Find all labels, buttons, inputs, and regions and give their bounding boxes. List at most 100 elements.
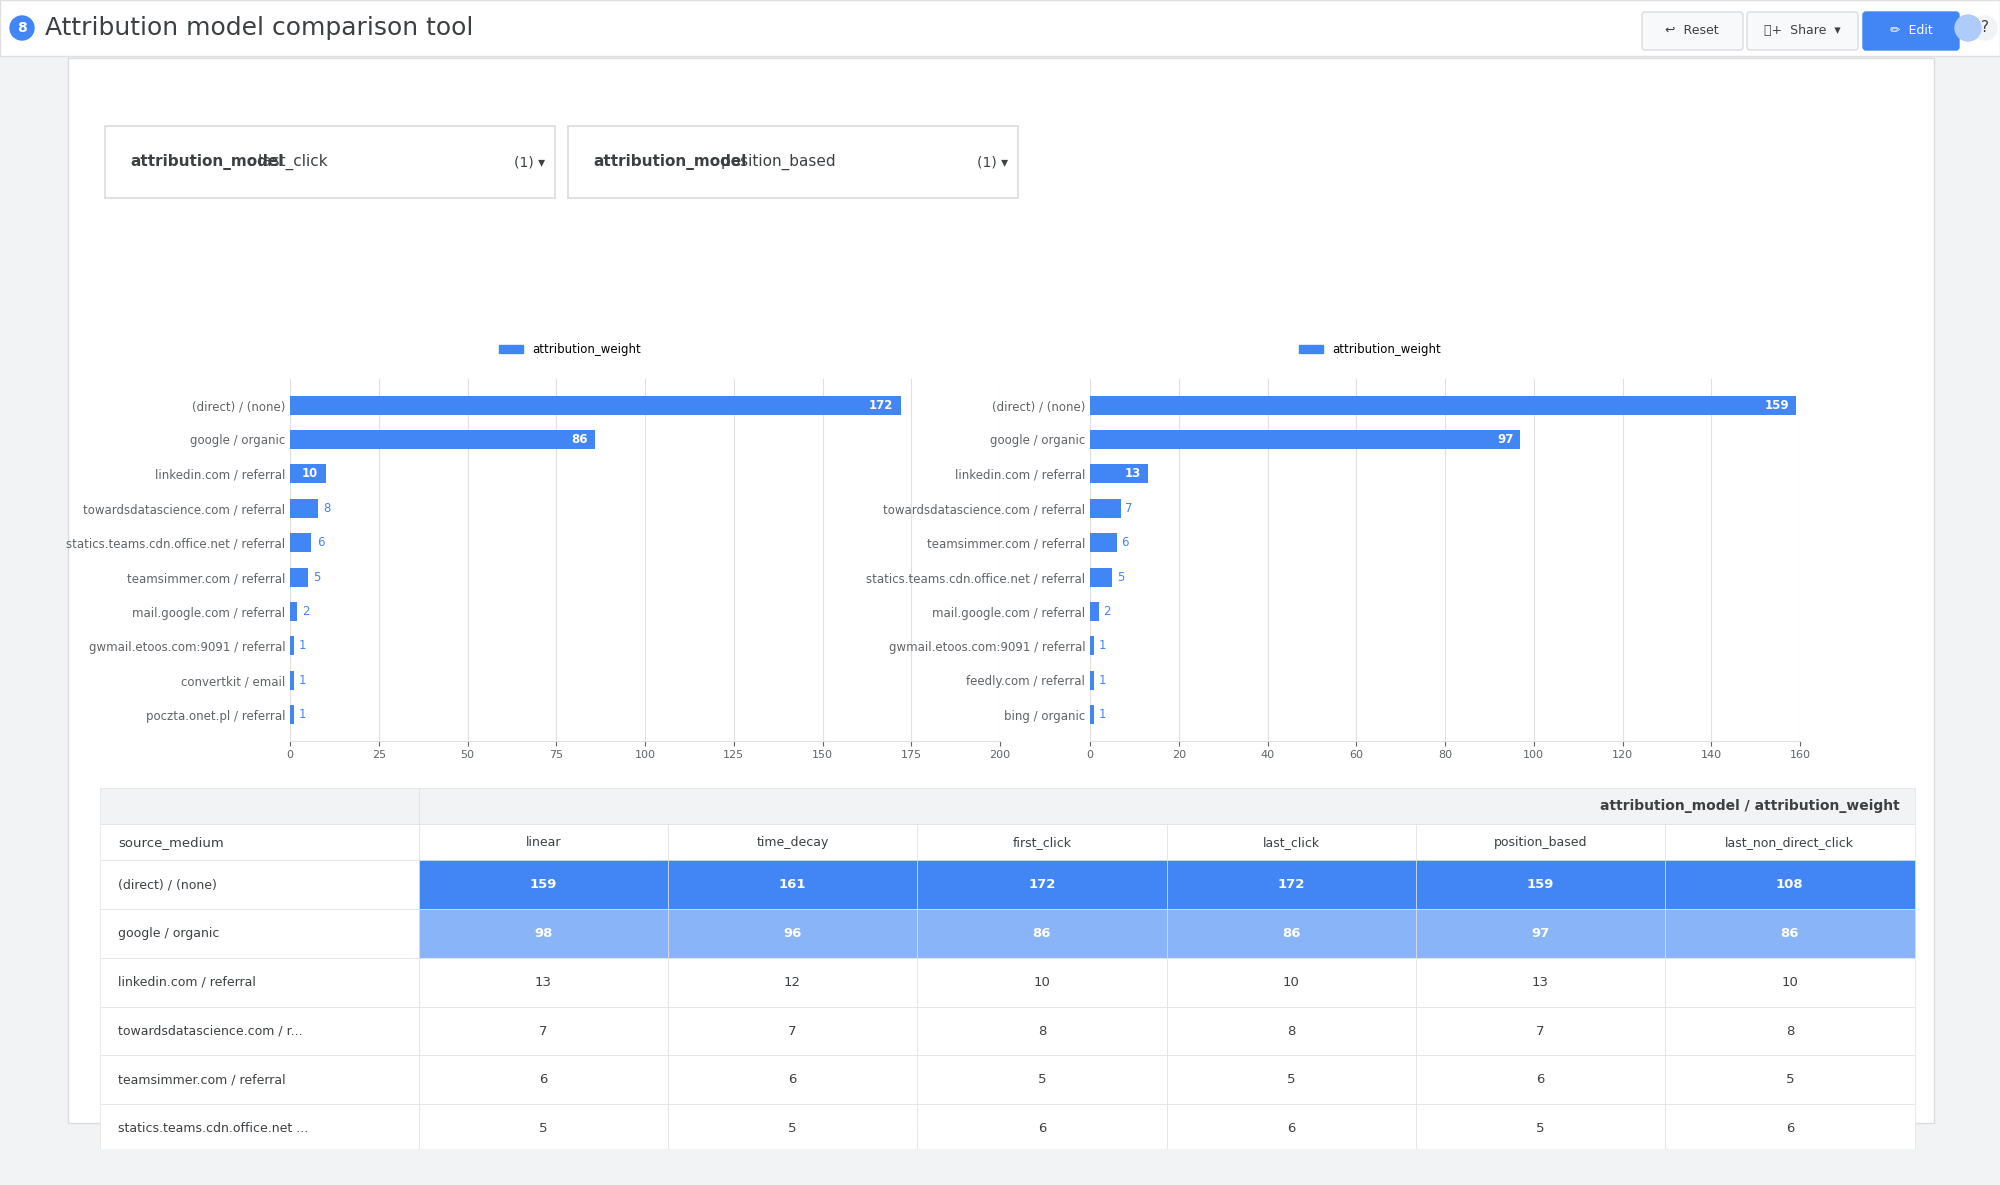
Bar	[290, 396, 900, 415]
FancyBboxPatch shape	[1748, 12, 1858, 50]
FancyBboxPatch shape	[1166, 1104, 1416, 1153]
Text: 2: 2	[302, 606, 310, 619]
Text: 8: 8	[18, 21, 26, 36]
FancyBboxPatch shape	[100, 1007, 418, 1056]
Text: linear: linear	[526, 835, 560, 848]
Text: 98: 98	[534, 927, 552, 940]
FancyBboxPatch shape	[568, 126, 1018, 198]
FancyBboxPatch shape	[918, 1104, 1166, 1153]
Bar	[290, 705, 294, 724]
Text: 12: 12	[784, 975, 802, 988]
FancyBboxPatch shape	[1666, 1104, 1914, 1153]
Text: 10: 10	[302, 467, 318, 480]
Text: 7: 7	[1126, 501, 1132, 514]
Text: 1: 1	[1098, 640, 1106, 653]
FancyBboxPatch shape	[418, 957, 668, 1007]
Text: 6: 6	[1288, 1122, 1296, 1135]
Text: 86: 86	[572, 433, 588, 446]
FancyBboxPatch shape	[418, 860, 668, 909]
Circle shape	[1972, 17, 1996, 40]
Text: 1: 1	[298, 674, 306, 687]
Bar	[1090, 671, 1094, 690]
Bar	[1090, 499, 1122, 518]
Text: last_click: last_click	[1262, 835, 1320, 848]
Text: attribution_model / attribution_weight: attribution_model / attribution_weight	[1600, 799, 1900, 813]
FancyBboxPatch shape	[1666, 909, 1914, 957]
Text: google / organic: google / organic	[118, 927, 220, 940]
Bar	[290, 602, 298, 621]
FancyBboxPatch shape	[100, 909, 418, 957]
Bar	[1090, 636, 1094, 655]
Text: 159: 159	[1764, 398, 1788, 411]
Text: 1: 1	[1098, 674, 1106, 687]
FancyBboxPatch shape	[418, 1007, 668, 1056]
Text: 97: 97	[1532, 927, 1550, 940]
FancyBboxPatch shape	[418, 1056, 668, 1104]
FancyBboxPatch shape	[418, 825, 668, 860]
Text: position_based: position_based	[1494, 835, 1588, 848]
Text: time_decay: time_decay	[756, 835, 828, 848]
FancyBboxPatch shape	[668, 957, 918, 1007]
Text: 5: 5	[314, 571, 320, 584]
FancyBboxPatch shape	[1416, 860, 1666, 909]
Text: 86: 86	[1282, 927, 1300, 940]
Bar	[290, 636, 294, 655]
FancyBboxPatch shape	[418, 788, 1914, 825]
Circle shape	[10, 17, 34, 40]
FancyBboxPatch shape	[1416, 1104, 1666, 1153]
Text: 5: 5	[1116, 571, 1124, 584]
Text: 161: 161	[778, 878, 806, 891]
Text: 5: 5	[1038, 1074, 1046, 1087]
FancyBboxPatch shape	[918, 860, 1166, 909]
FancyBboxPatch shape	[918, 1056, 1166, 1104]
FancyBboxPatch shape	[104, 126, 556, 198]
Legend: attribution_weight: attribution_weight	[494, 338, 646, 360]
Text: 8: 8	[1038, 1025, 1046, 1038]
Text: 10: 10	[1034, 975, 1050, 988]
FancyBboxPatch shape	[1166, 860, 1416, 909]
FancyBboxPatch shape	[100, 957, 418, 1007]
Text: 172: 172	[870, 398, 894, 411]
Text: 86: 86	[1032, 927, 1052, 940]
FancyBboxPatch shape	[1666, 1056, 1914, 1104]
FancyBboxPatch shape	[100, 1056, 418, 1104]
FancyBboxPatch shape	[668, 909, 918, 957]
Text: 7: 7	[1536, 1025, 1544, 1038]
Text: 6: 6	[788, 1074, 796, 1087]
Text: 6: 6	[1536, 1074, 1544, 1087]
Text: source_medium: source_medium	[118, 835, 224, 848]
Bar	[290, 533, 312, 552]
FancyBboxPatch shape	[1666, 825, 1914, 860]
FancyBboxPatch shape	[100, 788, 418, 825]
Text: 13: 13	[534, 975, 552, 988]
Text: 159: 159	[530, 878, 556, 891]
Text: 13: 13	[1532, 975, 1550, 988]
FancyBboxPatch shape	[1666, 860, 1914, 909]
Text: teamsimmer.com / referral: teamsimmer.com / referral	[118, 1074, 286, 1087]
Text: 5: 5	[1286, 1074, 1296, 1087]
FancyBboxPatch shape	[100, 825, 418, 860]
FancyBboxPatch shape	[668, 1056, 918, 1104]
Text: 1: 1	[1098, 709, 1106, 722]
Text: 13: 13	[1124, 467, 1142, 480]
FancyBboxPatch shape	[668, 860, 918, 909]
Text: 5: 5	[1536, 1122, 1544, 1135]
FancyBboxPatch shape	[668, 825, 918, 860]
FancyBboxPatch shape	[1166, 1007, 1416, 1056]
Text: 1: 1	[298, 709, 306, 722]
FancyBboxPatch shape	[418, 909, 668, 957]
FancyBboxPatch shape	[1416, 957, 1666, 1007]
Text: 6: 6	[1122, 536, 1128, 549]
FancyBboxPatch shape	[1666, 1007, 1914, 1056]
Bar	[290, 465, 326, 483]
Text: ✏  Edit: ✏ Edit	[1890, 25, 1932, 38]
Text: 6: 6	[316, 536, 324, 549]
Text: ↩  Reset: ↩ Reset	[1666, 25, 1718, 38]
FancyBboxPatch shape	[918, 825, 1166, 860]
Text: 172: 172	[1278, 878, 1304, 891]
Text: 6: 6	[1786, 1122, 1794, 1135]
Text: 7: 7	[538, 1025, 548, 1038]
FancyBboxPatch shape	[1416, 1007, 1666, 1056]
Bar	[1090, 602, 1098, 621]
Text: 108: 108	[1776, 878, 1804, 891]
